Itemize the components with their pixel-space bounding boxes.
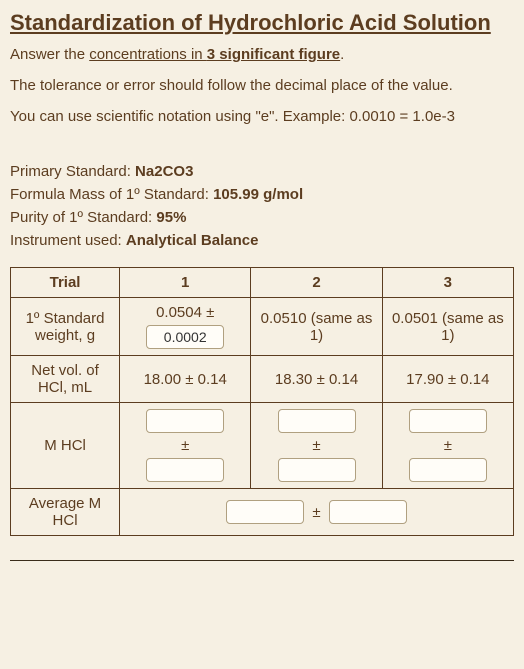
- header-c3: 3: [382, 268, 513, 298]
- row-netvol-c1: 18.00 ± 0.14: [120, 356, 251, 403]
- row-netvol-c3: 17.90 ± 0.14: [382, 356, 513, 403]
- instr1-concentrations: concentrations in: [89, 46, 207, 63]
- instr1-post: .: [340, 46, 344, 63]
- info-primary: Primary Standard: Na2CO3: [10, 163, 514, 180]
- info-purity: Purity of 1º Standard: 95%: [10, 209, 514, 226]
- instr1-under: concentrations in 3 significant figure: [89, 46, 340, 63]
- avg-tol-input[interactable]: [329, 500, 407, 524]
- row-std-label: 1º Standard weight, g: [11, 298, 120, 356]
- row-std-c3: 0.0501 (same as 1): [382, 298, 513, 356]
- info-instrument-label: Instrument used:: [10, 232, 126, 249]
- info-mass: Formula Mass of 1º Standard: 105.99 g/mo…: [10, 186, 514, 203]
- mhcl-c2-pm: ±: [312, 437, 320, 454]
- header-c1: 1: [120, 268, 251, 298]
- row-mhcl-c3: ±: [382, 403, 513, 489]
- row-net-vol: Net vol. of HCl, mL 18.00 ± 0.14 18.30 ±…: [11, 356, 514, 403]
- info-purity-value: 95%: [156, 209, 186, 226]
- mhcl-c3-tol-input[interactable]: [409, 458, 487, 482]
- info-primary-label: Primary Standard:: [10, 163, 135, 180]
- row-mhcl-c1: ±: [120, 403, 251, 489]
- mhcl-c2-tol-input[interactable]: [278, 458, 356, 482]
- row-std-c1-value: 0.0504 ±: [156, 304, 214, 321]
- avg-value-input[interactable]: [226, 500, 304, 524]
- mhcl-c1-tol-input[interactable]: [146, 458, 224, 482]
- instruction-3: You can use scientific notation using "e…: [10, 108, 514, 125]
- row-netvol-c2: 18.30 ± 0.14: [251, 356, 382, 403]
- row-netvol-label: Net vol. of HCl, mL: [11, 356, 120, 403]
- row-m-hcl: M HCl ± ± ±: [11, 403, 514, 489]
- row-standard-weight: 1º Standard weight, g 0.0504 ± 0.0510 (s…: [11, 298, 514, 356]
- row-mhcl-label: M HCl: [11, 403, 120, 489]
- info-instrument: Instrument used: Analytical Balance: [10, 232, 514, 249]
- row-std-c1-input[interactable]: [146, 325, 224, 349]
- info-mass-value: 105.99 g/mol: [213, 186, 303, 203]
- info-mass-label: Formula Mass of 1º Standard:: [10, 186, 213, 203]
- table-header-row: Trial 1 2 3: [11, 268, 514, 298]
- row-average-m-hcl: Average M HCl ±: [11, 489, 514, 536]
- mhcl-c1-value-input[interactable]: [146, 409, 224, 433]
- row-mhcl-c2: ±: [251, 403, 382, 489]
- header-trial: Trial: [11, 268, 120, 298]
- instruction-2: The tolerance or error should follow the…: [10, 77, 514, 94]
- page-title: Standardization of Hydrochloric Acid Sol…: [10, 10, 514, 36]
- row-std-c1: 0.0504 ±: [120, 298, 251, 356]
- instr1-sigfig: 3 significant figure: [207, 46, 340, 63]
- row-avg-label: Average M HCl: [11, 489, 120, 536]
- info-instrument-value: Analytical Balance: [126, 232, 259, 249]
- row-avg-cell: ±: [120, 489, 514, 536]
- mhcl-c2-value-input[interactable]: [278, 409, 356, 433]
- info-primary-value: Na2CO3: [135, 163, 193, 180]
- data-table: Trial 1 2 3 1º Standard weight, g 0.0504…: [10, 267, 514, 536]
- avg-pm: ±: [312, 504, 320, 521]
- instr1-pre: Answer the: [10, 46, 89, 63]
- info-purity-label: Purity of 1º Standard:: [10, 209, 156, 226]
- row-std-c2: 0.0510 (same as 1): [251, 298, 382, 356]
- bottom-rule: [10, 560, 514, 561]
- mhcl-c1-pm: ±: [181, 437, 189, 454]
- header-c2: 2: [251, 268, 382, 298]
- instruction-1: Answer the concentrations in 3 significa…: [10, 46, 514, 63]
- mhcl-c3-value-input[interactable]: [409, 409, 487, 433]
- mhcl-c3-pm: ±: [444, 437, 452, 454]
